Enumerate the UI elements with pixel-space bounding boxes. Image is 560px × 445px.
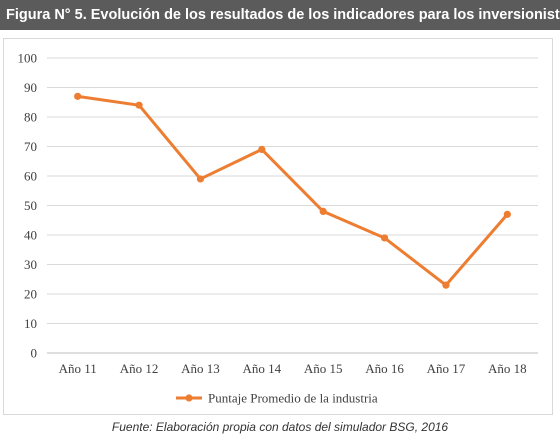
y-tick-label: 80: [24, 110, 37, 125]
y-tick-label: 10: [24, 316, 37, 331]
y-tick-label: 20: [24, 287, 37, 302]
data-point: [319, 207, 327, 215]
figure-source: Fuente: Elaboración propia con datos del…: [111, 420, 449, 434]
data-point: [196, 175, 205, 183]
y-tick-label: 30: [24, 257, 37, 272]
chart-frame: [3, 38, 553, 415]
data-point: [135, 101, 143, 109]
series-line: [77, 94, 509, 287]
y-tick-label: 100: [18, 51, 38, 66]
x-tick-label: Año 11: [59, 361, 97, 376]
y-tick-label: 40: [24, 228, 37, 243]
gridlines: [47, 57, 538, 354]
x-tick-label: Año 16: [365, 361, 404, 376]
x-axis-ticks: Año 11 Año 12 Año 13 Año 14 Año 15 Año 16 Año …: [59, 361, 527, 376]
y-tick-label: 0: [31, 346, 38, 361]
x-tick-label: Año 13: [181, 361, 220, 376]
y-tick-label: 90: [24, 80, 37, 95]
y-tick-label: 50: [24, 198, 37, 213]
x-tick-label: Año 12: [120, 361, 159, 376]
data-point: [503, 210, 511, 218]
x-tick-label: Año 15: [304, 361, 343, 376]
x-tick-label: Año 18: [488, 361, 527, 376]
data-point: [258, 145, 266, 154]
data-point: [380, 234, 389, 242]
x-tick-label: Año 14: [242, 361, 281, 376]
legend-swatch-marker: [185, 394, 193, 402]
y-axis-ticks: 0 10 20 30 40 50 60 70 80 90 100: [18, 51, 38, 361]
x-tick-label: Año 17: [427, 361, 466, 376]
figure-title: Figura N° 5. Evolución de los resultados…: [0, 0, 560, 30]
legend: Puntaje Promedio de la industria: [176, 391, 378, 406]
data-point: [74, 92, 82, 100]
legend-label: Puntaje Promedio de la industria: [208, 391, 378, 406]
y-tick-label: 70: [24, 139, 37, 154]
data-point: [442, 281, 450, 289]
series-lines: [74, 92, 511, 289]
y-tick-label: 60: [24, 169, 37, 184]
